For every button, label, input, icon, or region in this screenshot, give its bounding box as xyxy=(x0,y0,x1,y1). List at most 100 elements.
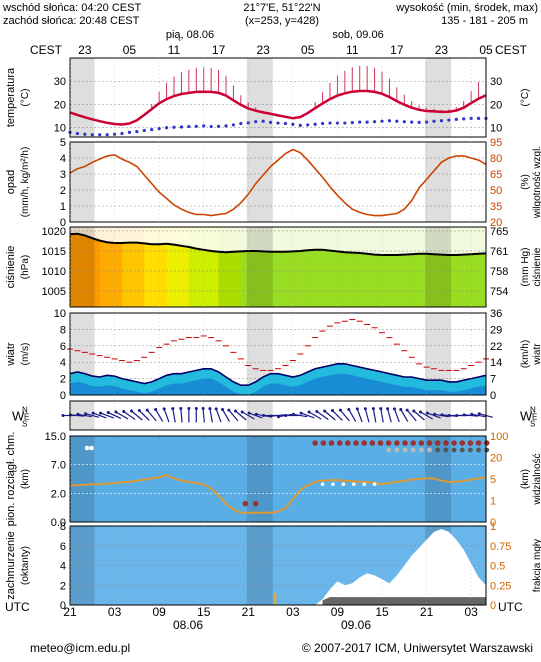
wind-direction-arrow-head xyxy=(299,411,303,415)
left-tick-label: 1005 xyxy=(42,286,66,298)
right-tick-label: 100 xyxy=(490,431,508,443)
wind-direction-arrow-head xyxy=(405,408,409,412)
dew-point-point xyxy=(194,124,198,128)
cloud-marker xyxy=(426,440,433,446)
top-hour-tick: 17 xyxy=(212,43,226,57)
wind-direction-arrow xyxy=(316,410,329,421)
wind-direction-arrow xyxy=(77,413,92,418)
cloud-marker xyxy=(394,440,400,446)
dew-point-point xyxy=(454,117,458,121)
pressure-color-column xyxy=(144,227,153,307)
pressure-color-column xyxy=(122,227,130,307)
right-tick-label: 20 xyxy=(490,217,502,229)
dew-point-point xyxy=(462,117,466,121)
wind-speed-core xyxy=(70,373,486,395)
left-tick-label: 7.0 xyxy=(51,460,66,472)
dew-point-point xyxy=(224,124,228,128)
pressure-color-column xyxy=(248,227,257,307)
email-link[interactable]: meteo@icm.edu.pl xyxy=(30,641,130,655)
wind-direction-arrow xyxy=(131,410,143,421)
pressure-color-column xyxy=(292,227,301,307)
top-hour-tick: 23 xyxy=(256,43,270,57)
right-tick-label: 0.5 xyxy=(490,561,505,573)
dew-point-point xyxy=(231,123,236,127)
wind-direction-arrow xyxy=(300,412,315,419)
night-band xyxy=(70,58,95,137)
pressure-color-column xyxy=(166,227,175,307)
cloud-marker xyxy=(372,482,377,486)
right-tick-label: 1 xyxy=(490,521,496,533)
cloud-marker xyxy=(476,447,481,453)
left-tick-label: 0 xyxy=(60,217,66,229)
cloud-marker xyxy=(331,482,335,486)
wind-direction-arrow-head xyxy=(61,414,65,417)
right-axis-label: widzialność xyxy=(532,453,541,505)
left-tick-label: 20 xyxy=(54,99,66,111)
dew-point-point xyxy=(83,132,87,136)
left-tick-label: 2 xyxy=(60,374,66,386)
elevation-title: wysokość (min, środek, max) xyxy=(395,2,538,14)
cloud-marker xyxy=(336,440,343,446)
pressure-color-column xyxy=(330,227,338,307)
left-axis-label: temperatura xyxy=(5,67,17,127)
cloud-marker xyxy=(418,447,424,453)
humidity-line xyxy=(69,148,487,217)
pressure-color-column xyxy=(99,227,108,307)
cloud-marker xyxy=(410,447,416,453)
wind-direction-arrow-head xyxy=(247,411,251,415)
left-tick-label: 10 xyxy=(54,308,66,320)
dew-point-point xyxy=(98,133,102,137)
right-tick-label: 761 xyxy=(490,246,508,258)
cloud-marker xyxy=(410,440,417,446)
wind-direction-arrow xyxy=(372,408,377,423)
right-tick-label: 5 xyxy=(490,474,496,486)
wind-direction-arrow-head xyxy=(330,409,334,413)
dew-point-point xyxy=(328,121,332,125)
cloud-marker xyxy=(385,440,392,446)
wind-direction-arrow xyxy=(146,409,157,422)
pressure-color-column xyxy=(84,227,93,307)
cloud-marker xyxy=(394,447,400,453)
wind-direction-arrow-head xyxy=(447,414,451,417)
wind-direction-arrow-head xyxy=(440,413,444,417)
left-tick-label: 1015 xyxy=(42,246,66,258)
dew-point-point xyxy=(402,120,406,124)
cloud-marker xyxy=(328,440,335,446)
wind-direction-arrow-head xyxy=(379,407,383,411)
pressure-color-column xyxy=(300,227,309,307)
wind-direction-arrow xyxy=(332,410,343,421)
night-band xyxy=(425,58,452,137)
cloud-marker xyxy=(353,440,359,446)
pressure-color-column xyxy=(426,227,435,307)
wind-direction-arrow-head xyxy=(338,408,342,412)
cloud-marker xyxy=(475,440,482,446)
pressure-color-column xyxy=(255,227,264,307)
wind-direction-arrow xyxy=(123,410,136,421)
right-tick-label: 35 xyxy=(490,201,502,213)
pressure-color-column xyxy=(441,227,450,307)
wind-direction-arrow-head xyxy=(221,407,224,411)
cloud-marker xyxy=(252,500,259,507)
wind-direction-arrow xyxy=(209,408,213,423)
bottom-hour-tick: 03 xyxy=(464,605,478,619)
right-tick-label: 22 xyxy=(490,341,502,353)
tz-top-left: CEST xyxy=(30,43,63,57)
wind-direction-arrow-head xyxy=(233,409,237,413)
dew-point-point xyxy=(387,119,392,123)
cloud-marker xyxy=(443,440,449,446)
dew-point-point xyxy=(120,131,124,136)
wind-direction-arrow xyxy=(202,408,205,423)
wind-direction-arrow xyxy=(115,411,129,420)
panel-frame xyxy=(69,525,487,606)
left-tick-label: 2 xyxy=(60,580,66,592)
dew-point-point xyxy=(395,119,399,123)
cloud-marker xyxy=(451,447,457,453)
night-band xyxy=(425,142,452,222)
pressure-color-column xyxy=(270,227,279,307)
tz-bottom-left: UTC xyxy=(5,600,30,614)
dew-point-point xyxy=(164,126,169,130)
dew-point-point xyxy=(313,122,317,126)
right-tick-label: 20 xyxy=(490,99,502,111)
dew-point-point xyxy=(439,119,444,123)
